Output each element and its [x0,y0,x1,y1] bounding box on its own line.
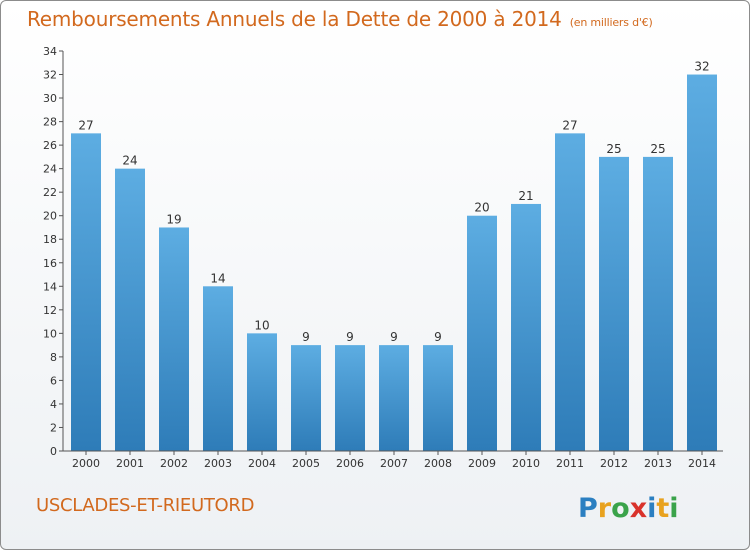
y-tick-label: 14 [43,280,57,293]
y-tick-label: 12 [43,304,57,317]
bars: 27 24 19 14 10 9 9 9 9 20 21 27 25 25 32 [71,60,717,451]
bar-value-label: 14 [210,271,225,285]
svg-text:Proxiti: Proxiti [578,493,679,524]
y-tick-label: 22 [43,186,57,199]
bar-value-label: 19 [166,212,181,226]
proxiti-logo: Proxiti [578,493,679,524]
bar [467,215,497,451]
y-tick-label: 34 [43,45,57,58]
x-tick-label: 2001 [116,457,144,470]
bar-value-label: 32 [694,60,709,74]
x-tick-label: 2013 [644,457,672,470]
chart-unit: (en milliers d'€) [569,16,653,29]
bar [291,345,321,451]
x-tick-label: 2012 [600,457,628,470]
y-tick-label: 8 [50,351,57,364]
bar [423,345,453,451]
y-tick-label: 26 [43,139,57,152]
y-tick-label: 0 [50,445,57,458]
y-tick-label: 30 [43,92,57,105]
y-tick-label: 24 [43,163,57,176]
x-tick-label: 2002 [160,457,188,470]
bar-value-label: 25 [606,142,621,156]
x-tick-label: 2000 [72,457,100,470]
bar-value-label: 25 [650,142,665,156]
bar [599,156,629,451]
x-tick-label: 2010 [512,457,540,470]
x-tick-label: 2004 [248,457,276,470]
y-tick-label: 6 [50,374,57,387]
x-tick-label: 2003 [204,457,232,470]
y-tick-label: 28 [43,116,57,129]
x-tick-label: 2011 [556,457,584,470]
bar-value-label: 9 [390,330,398,344]
bar [511,203,541,451]
bar [159,227,189,451]
y-tick-label: 20 [43,210,57,223]
bar [203,286,233,451]
bar-value-label: 9 [434,330,442,344]
bar [379,345,409,451]
x-tick-label: 2007 [380,457,408,470]
y-tick-label: 32 [43,69,57,82]
bar [687,74,717,451]
commune-name: USCLADES-ET-RIEUTORD [36,495,255,516]
bar [555,133,585,451]
chart-title-text: Remboursements Annuels de la Dette de 20… [27,7,562,31]
bar-value-label: 9 [346,330,354,344]
y-tick-label: 18 [43,233,57,246]
y-tick-label: 2 [50,421,57,434]
bar-value-label: 24 [122,154,137,168]
y-tick-label: 16 [43,257,57,270]
x-axis: 2000 2001 2002 2003 2004 2005 2006 2007 2008 2009… [63,450,723,470]
bar [115,168,145,451]
bar-value-label: 20 [474,201,489,215]
x-tick-label: 2008 [424,457,452,470]
x-tick-label: 2006 [336,457,364,470]
x-tick-label: 2005 [292,457,320,470]
bar-value-label: 21 [518,189,533,203]
x-tick-label: 2009 [468,457,496,470]
bar [643,156,673,451]
bar-value-label: 27 [562,118,577,132]
bar-value-label: 9 [302,330,310,344]
y-tick-label: 10 [43,327,57,340]
bar [247,333,277,451]
bar-value-label: 10 [254,318,269,332]
bar [335,345,365,451]
bar-value-label: 27 [78,118,93,132]
x-tick-label: 2014 [688,457,716,470]
bar [71,133,101,451]
chart-title: Remboursements Annuels de la Dette de 20… [27,7,653,31]
y-tick-label: 4 [50,398,57,411]
